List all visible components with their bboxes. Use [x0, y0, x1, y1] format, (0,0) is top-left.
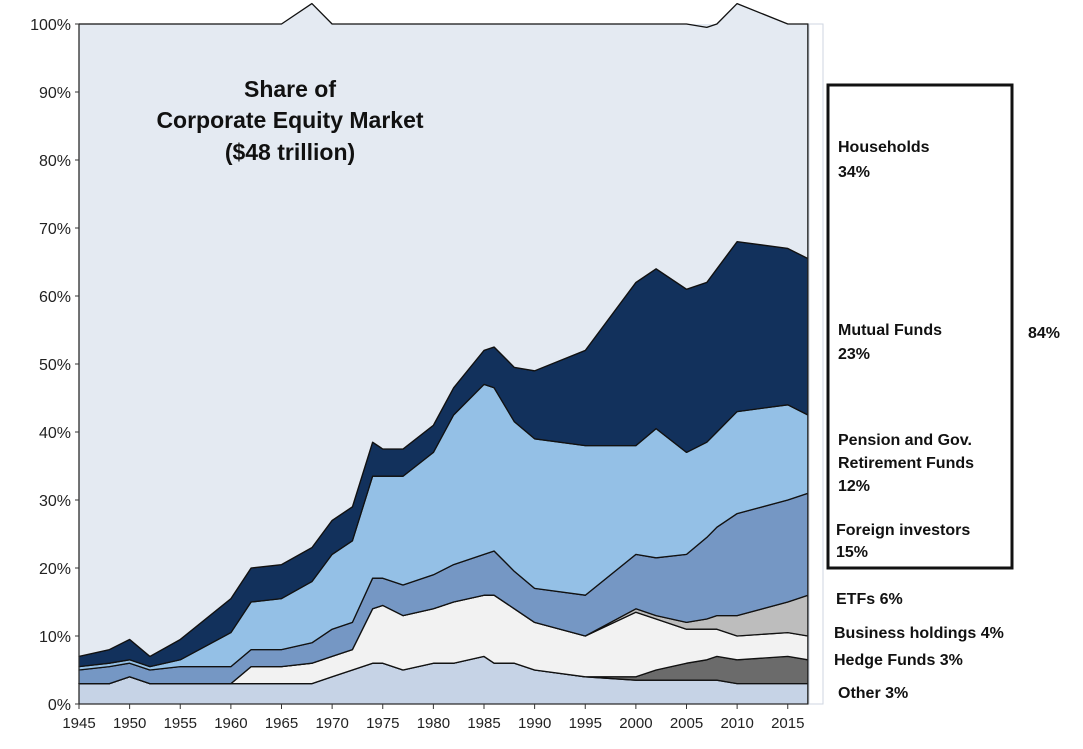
x-tick-label: 2015: [771, 715, 804, 732]
legend-pension-value: 12%: [838, 478, 870, 495]
chart-title-line-2: Corporate Equity Market: [156, 107, 423, 133]
x-tick-label: 1975: [366, 715, 399, 732]
x-tick-label: 1950: [113, 715, 146, 732]
x-tick-label: 2000: [619, 715, 652, 732]
y-tick-label: 0%: [48, 697, 71, 714]
legend-hedge-funds: Hedge Funds 3%: [834, 652, 963, 669]
y-tick-group: 0% 10% 20% 30% 40% 50% 60% 70% 80% 90% 100%: [30, 17, 79, 714]
y-tick-label: 100%: [30, 17, 71, 34]
y-tick-label: 10%: [39, 629, 71, 646]
x-tick-label: 1945: [62, 715, 95, 732]
area-series-group: [78, 2, 809, 705]
legend-foreign-value: 15%: [836, 544, 868, 561]
y-tick-label: 50%: [39, 357, 71, 374]
x-tick-label: 2010: [720, 715, 753, 732]
legend-pension-name-1: Pension and Gov.: [838, 432, 972, 449]
x-tick-label: 1960: [214, 715, 247, 732]
y-tick-label: 60%: [39, 289, 71, 306]
y-tick-label: 70%: [39, 221, 71, 238]
x-tick-label: 1955: [164, 715, 197, 732]
x-tick-label: 1990: [518, 715, 551, 732]
y-tick-label: 90%: [39, 85, 71, 102]
x-tick-label: 1965: [265, 715, 298, 732]
x-tick-group: 1945 1950 1955 1960 1965 1970 1975 1980 1985 1990…: [62, 704, 804, 732]
legend-mutual-funds-value: 23%: [838, 346, 870, 363]
legend-households-name: Households: [838, 139, 930, 156]
y-tick-label: 80%: [39, 153, 71, 170]
x-tick-label: 1995: [569, 715, 602, 732]
legend-foreign-name: Foreign investors: [836, 522, 970, 539]
y-tick-label: 20%: [39, 561, 71, 578]
legend-business-holdings: Business holdings 4%: [834, 625, 1004, 642]
side-gap-strip: [808, 23, 824, 705]
x-tick-label: 1980: [417, 715, 450, 732]
x-tick-label: 1970: [315, 715, 348, 732]
legend-bracket-box: [826, 83, 1014, 570]
chart-title-line-1: Share of: [244, 76, 336, 102]
bracket-total-label: 84%: [1028, 325, 1060, 342]
legend-pension-name-2: Retirement Funds: [838, 455, 974, 472]
y-tick-label: 40%: [39, 425, 71, 442]
chart-title-line-3: ($48 trillion): [225, 139, 355, 165]
legend-mutual-funds-name: Mutual Funds: [838, 322, 942, 339]
x-tick-label: 1985: [467, 715, 500, 732]
x-tick-label: 2005: [670, 715, 703, 732]
legend-other: Other 3%: [838, 685, 908, 702]
y-tick-label: 30%: [39, 493, 71, 510]
legend-households-value: 34%: [838, 164, 870, 181]
legend-etfs: ETFs 6%: [836, 591, 903, 608]
